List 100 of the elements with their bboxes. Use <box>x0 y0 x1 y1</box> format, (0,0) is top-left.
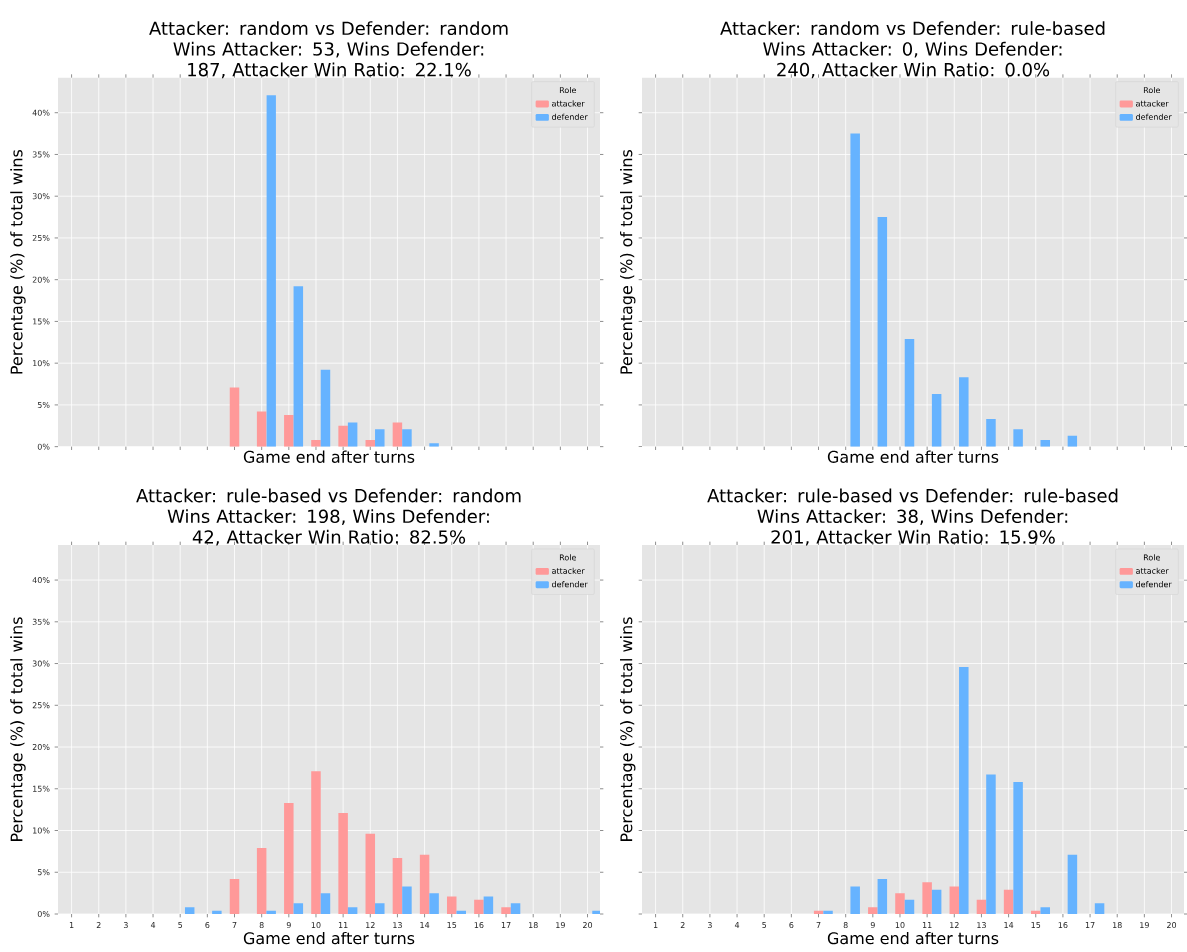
x-tick-label: 12 <box>950 922 959 928</box>
x-tick-label: 14 <box>1004 922 1014 928</box>
bar <box>959 666 969 914</box>
x-tick-label: 9 <box>870 922 875 929</box>
bar <box>311 771 321 914</box>
x-tick-label: 10 <box>895 922 905 929</box>
legend-label: attacker <box>1136 100 1169 107</box>
y-tick-label: 30% <box>32 660 50 667</box>
bar <box>284 414 294 447</box>
x-tick-label: 13 <box>393 922 402 929</box>
bar <box>293 903 304 914</box>
x-tick-label: 18 <box>529 922 538 929</box>
chart-title: Attacker: random vs Defender: rule-based <box>720 21 1105 36</box>
legend-label: defender <box>1136 113 1172 120</box>
chart-subtitle: Wins Attacker: 53, Wins Defender: 187, Attacker Win Ratio: 22.1% <box>173 41 484 79</box>
bar <box>931 889 942 914</box>
y-tick-label: 25% <box>32 702 50 709</box>
y-tick-label: 25% <box>32 234 50 241</box>
y-tick-label: 10% <box>33 827 50 834</box>
bar <box>949 886 960 914</box>
bar <box>256 411 267 447</box>
legend-title: Role <box>1143 86 1160 94</box>
y-axis-title: Percentage (%) of total wins <box>620 617 636 841</box>
bar <box>510 903 521 914</box>
bar <box>895 893 905 914</box>
x-tick-label: 11 <box>338 922 348 928</box>
y-tick-label: 0% <box>37 910 50 918</box>
bar <box>1067 854 1078 914</box>
bar <box>986 419 996 447</box>
bar <box>419 854 430 914</box>
bar <box>229 878 240 914</box>
bar <box>1094 903 1105 914</box>
y-tick-label: 20% <box>32 744 50 751</box>
x-tick-label: 12 <box>366 922 375 928</box>
y-tick-label: 40% <box>32 109 50 116</box>
y-tick-label: 35% <box>32 618 50 625</box>
chart-title: Attacker: random vs Defender: random <box>149 21 508 36</box>
x-tick-label: 18 <box>1113 922 1122 929</box>
bar <box>456 910 466 914</box>
bar <box>184 907 195 914</box>
y-tick-label: 20% <box>32 276 50 283</box>
bar <box>931 394 942 447</box>
bar <box>365 833 376 914</box>
bar <box>338 425 348 447</box>
y-tick-label: 35% <box>32 151 50 158</box>
chart-subtitle: Wins Attacker: 198, Wins Defender: 42, Attacker Win Ratio: 82.5% <box>167 509 489 546</box>
chart-title: Attacker: rule-based vs Defender: rule-based <box>707 488 1118 503</box>
x-tick-label: 1 <box>69 922 74 928</box>
x-tick-label: 13 <box>977 922 986 929</box>
bar <box>311 439 321 447</box>
bar <box>850 886 860 914</box>
y-tick-label: 10% <box>33 360 50 367</box>
x-tick-label: 17 <box>501 922 511 928</box>
bar <box>347 422 358 447</box>
bar <box>868 907 878 914</box>
legend-label: defender <box>552 113 588 120</box>
bar <box>922 882 932 914</box>
bar <box>284 802 294 914</box>
x-tick-label: 16 <box>474 922 484 929</box>
legend-label: attacker <box>552 100 585 107</box>
x-tick-label: 2 <box>96 922 101 928</box>
bar <box>877 878 888 914</box>
x-tick-label: 16 <box>1058 922 1068 929</box>
bar <box>904 899 915 914</box>
x-tick-label: 11 <box>922 922 932 928</box>
x-tick-label: 17 <box>1085 922 1095 928</box>
x-tick-label: 19 <box>556 922 565 929</box>
x-tick-label: 4 <box>734 922 740 928</box>
bar <box>877 217 888 447</box>
x-tick-label: 6 <box>789 922 794 929</box>
x-tick-label: 8 <box>259 922 264 929</box>
x-tick-label: 14 <box>420 922 430 928</box>
bar <box>229 387 240 447</box>
bar <box>320 893 331 914</box>
bar <box>1013 782 1023 914</box>
legend-title: Role <box>559 86 576 94</box>
x-tick-label: 5 <box>762 922 767 928</box>
bar <box>402 886 412 914</box>
chart-title: Attacker: rule-based vs Defender: random <box>136 488 521 503</box>
bar <box>904 338 915 447</box>
chart-subtitle: Wins Attacker: 38, Wins Defender: 201, Attacker Win Ratio: 15.9% <box>757 509 1068 546</box>
bar <box>347 907 358 914</box>
y-tick-label: 5% <box>37 869 50 876</box>
x-tick-label: 1 <box>653 922 658 928</box>
x-tick-label: 15 <box>447 922 457 928</box>
x-tick-label: 7 <box>816 922 821 928</box>
bar <box>392 858 403 914</box>
bar <box>501 907 511 914</box>
bar <box>1040 907 1051 914</box>
bar <box>266 95 276 447</box>
x-tick-label: 20 <box>583 922 593 929</box>
x-tick-label: 5 <box>178 922 183 928</box>
x-axis-title: Game end after turns <box>827 450 999 463</box>
bar <box>850 133 860 447</box>
bar <box>1031 910 1041 914</box>
bar <box>959 377 969 447</box>
y-tick-label: 0% <box>37 443 50 450</box>
y-tick-label: 15% <box>33 318 50 325</box>
x-axis-title: Game end after turns <box>243 450 415 463</box>
y-axis-title: Percentage (%) of total wins <box>10 617 26 841</box>
